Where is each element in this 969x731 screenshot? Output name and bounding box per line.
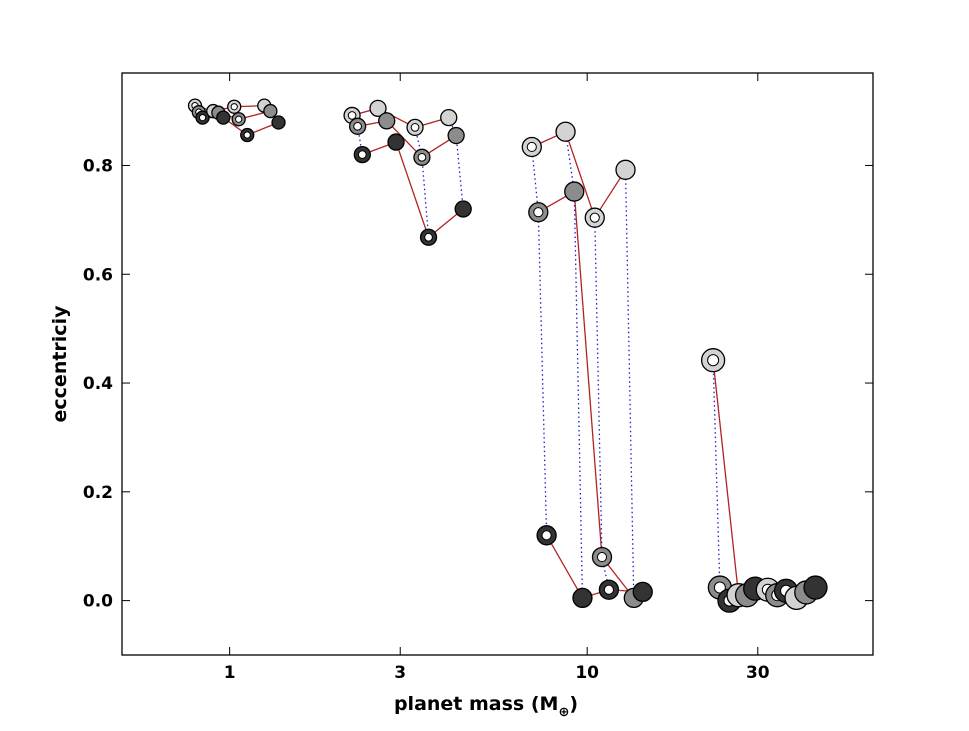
data-points <box>187 98 828 613</box>
data-point-ring-center <box>603 584 614 595</box>
data-point-ring-center <box>230 103 238 111</box>
data-point <box>447 126 465 145</box>
data-point <box>440 108 458 127</box>
data-point-ring-center <box>410 123 420 132</box>
data-point-ring-center <box>198 113 207 122</box>
y-tick-label: 0.2 <box>83 483 113 503</box>
track-line <box>546 535 643 599</box>
data-point-ring-center <box>424 232 433 242</box>
data-point <box>387 133 405 151</box>
data-point-ring-center <box>596 552 608 563</box>
y-tick-label: 0.0 <box>83 592 113 612</box>
track-line <box>351 107 449 129</box>
data-point <box>564 181 585 202</box>
data-point <box>378 112 396 130</box>
data-point <box>216 110 231 125</box>
link-line <box>421 157 430 238</box>
x-tick-label: 10 <box>575 663 599 683</box>
data-point-ring-center <box>235 115 243 123</box>
link-line <box>537 212 548 536</box>
x-tick-label: 3 <box>394 663 406 683</box>
y-tick-label: 0.8 <box>83 156 113 176</box>
link-line <box>531 146 539 213</box>
data-point-ring-center <box>347 111 357 120</box>
data-point <box>263 103 278 119</box>
data-point-ring-center <box>243 131 251 139</box>
data-point-ring-center <box>526 141 537 153</box>
data-point <box>803 575 828 600</box>
link-line <box>712 360 721 588</box>
data-point-ring-center <box>533 207 544 218</box>
data-point-ring-center <box>541 530 552 541</box>
link-line <box>624 169 635 598</box>
data-point-ring-center <box>589 212 600 223</box>
x-axis-label-subscript: ⊕ <box>558 705 569 720</box>
data-point <box>454 200 472 218</box>
track-line <box>531 130 627 220</box>
y-axis-label: eccentriciy <box>49 305 71 423</box>
data-point-ring-center <box>417 152 427 162</box>
track-line <box>362 141 464 239</box>
data-point <box>615 159 636 180</box>
track-line <box>357 120 457 159</box>
data-point-ring-center <box>357 150 367 159</box>
x-tick-label: 1 <box>224 663 236 683</box>
link-line <box>573 191 584 598</box>
plot-frame <box>121 72 874 656</box>
x-axis-label-close: ) <box>569 693 578 715</box>
link-line <box>448 117 457 136</box>
data-point-ring-center <box>713 581 726 594</box>
x-axis-label-text: planet mass (M <box>394 693 559 715</box>
data-point <box>369 99 387 118</box>
y-tick-label: 0.4 <box>83 374 113 394</box>
data-point <box>632 581 653 603</box>
data-point <box>555 121 576 142</box>
data-point-ring-center <box>707 354 720 367</box>
link-line <box>455 135 464 210</box>
y-axis-ticks: 0.0 0.2 0.4 0.6 0.8 <box>83 156 873 612</box>
track-line <box>537 190 635 599</box>
track-line <box>712 360 797 599</box>
data-point <box>271 115 286 130</box>
x-axis-label: planet mass (M⊕) <box>394 693 578 720</box>
x-tick-label: 30 <box>746 663 770 683</box>
x-axis-ticks: 1 3 10 30 <box>224 73 770 683</box>
y-tick-label: 0.6 <box>83 265 113 285</box>
data-point-ring-center <box>353 121 362 131</box>
data-point <box>572 587 593 609</box>
